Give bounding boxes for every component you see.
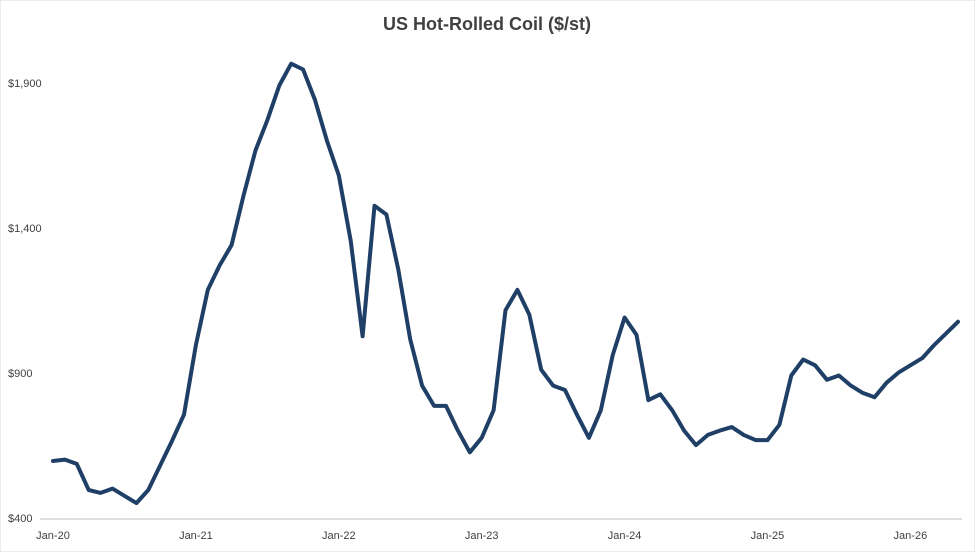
x-tick-label: Jan-24 [608, 530, 642, 542]
x-tick-label: Jan-23 [465, 530, 499, 542]
x-tick-label: Jan-26 [894, 530, 928, 542]
x-tick-label: Jan-20 [36, 530, 70, 542]
y-tick-label: $1,400 [8, 223, 42, 235]
x-tick-label: Jan-25 [751, 530, 785, 542]
x-tick-label: Jan-21 [179, 530, 213, 542]
x-tick-label: Jan-22 [322, 530, 356, 542]
chart-title: US Hot-Rolled Coil ($/st) [383, 14, 591, 34]
y-tick-label: $900 [8, 368, 32, 380]
line-series [51, 61, 960, 506]
y-tick-label: $1,900 [8, 78, 42, 90]
y-tick-label: $400 [8, 513, 32, 525]
